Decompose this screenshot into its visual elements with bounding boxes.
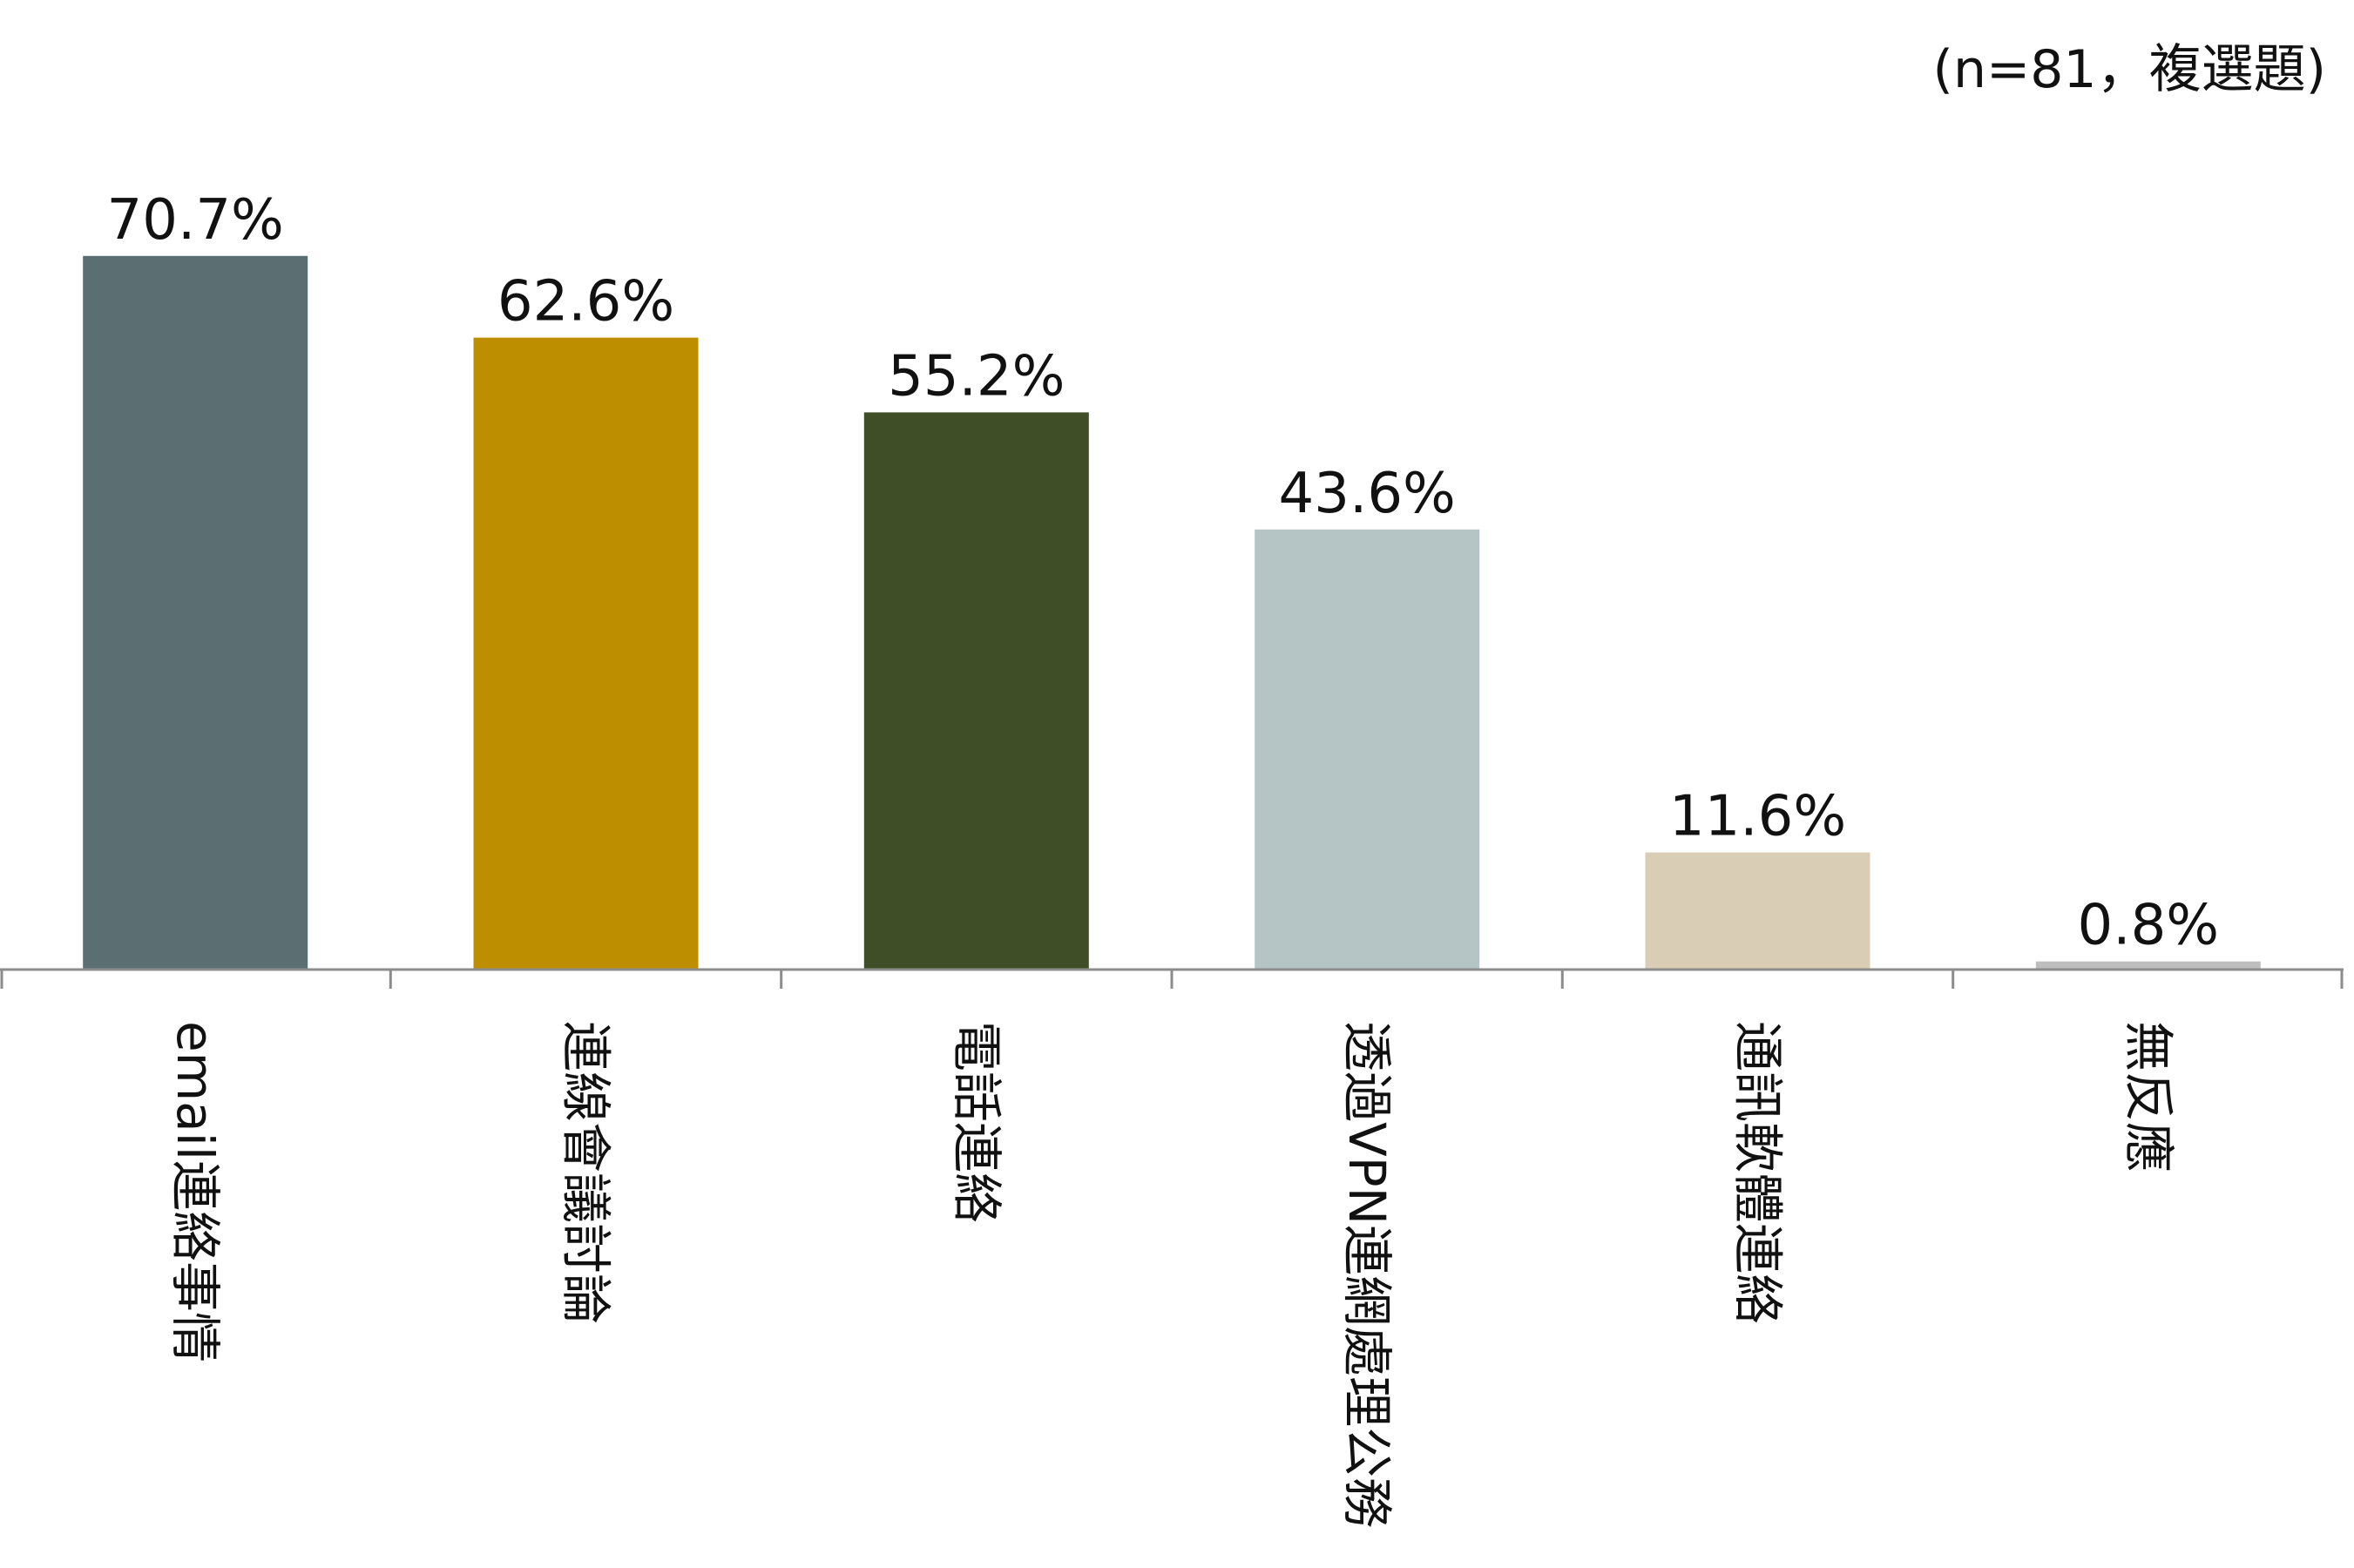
value-label-3: 55.2% [888, 344, 1065, 409]
category-labels: email連絡事情 連線會議討論 電話連絡 透過VPN連網處理公務 通訊軟體連絡 無反應 [166, 1021, 2178, 1528]
category-label-3: 電話連絡 [947, 1021, 1006, 1223]
value-label-1: 70.7% [107, 188, 284, 253]
bar-6 [2035, 961, 2261, 970]
bar-5 [1645, 852, 1870, 970]
category-label-1: email連絡事情 [166, 1021, 225, 1362]
value-labels: 70.7% 62.6% 55.2% 43.6% 11.6% 0.8% [107, 188, 2220, 958]
bar-1 [83, 255, 308, 970]
bar-3 [863, 412, 1089, 970]
category-label-5: 通訊軟體連絡 [1728, 1021, 1788, 1324]
category-label-2: 連線會議討論 [557, 1021, 616, 1324]
value-label-5: 11.6% [1669, 785, 1846, 849]
category-label-4: 透過VPN連網處理公務 [1337, 1021, 1397, 1528]
bar-2 [473, 337, 699, 970]
x-axis [0, 968, 2344, 989]
category-label-6: 無反應 [2119, 1021, 2178, 1173]
bar-4 [1255, 529, 1480, 970]
value-label-6: 0.8% [2078, 894, 2220, 958]
bars-layer [83, 255, 2261, 970]
sample-note: (n=81，複選題) [1933, 39, 2326, 100]
value-label-4: 43.6% [1279, 462, 1456, 526]
value-label-2: 62.6% [497, 270, 674, 335]
